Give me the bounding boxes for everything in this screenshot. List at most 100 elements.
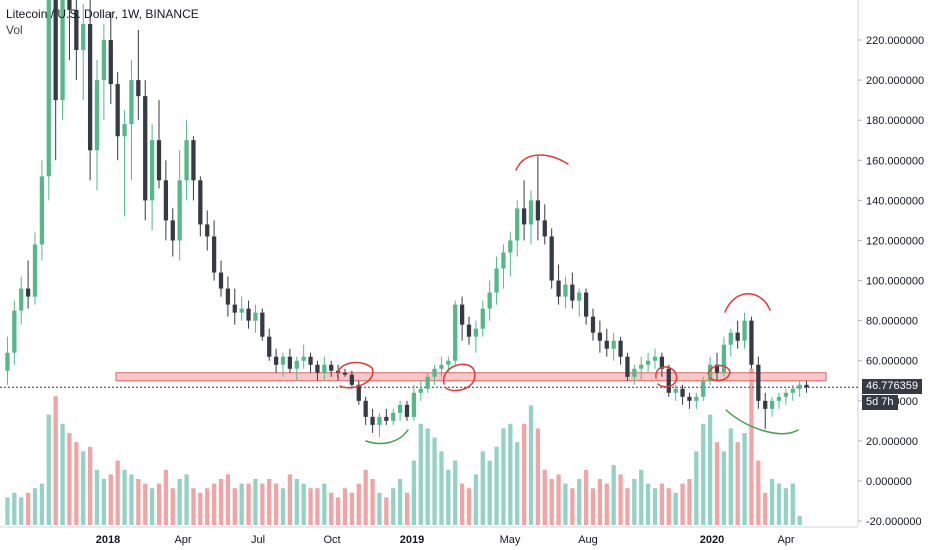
candle-body bbox=[32, 244, 38, 297]
candle-body bbox=[577, 292, 582, 301]
candle-body bbox=[205, 224, 210, 237]
volume-bar bbox=[5, 497, 10, 525]
candle-body bbox=[315, 364, 320, 373]
candle-body bbox=[101, 40, 107, 81]
x-tick-label: Aug bbox=[578, 534, 598, 546]
volume-bar bbox=[487, 460, 492, 525]
chart-header: Litecoin / U.S. Dollar, 1W, BINANCE Vol bbox=[6, 6, 199, 38]
candle-body bbox=[556, 280, 561, 297]
volume-bar bbox=[425, 428, 430, 525]
candle-body bbox=[143, 96, 148, 201]
volume-bar bbox=[446, 469, 451, 525]
candle-body bbox=[508, 240, 513, 253]
y-tick-label: 140.000000 bbox=[866, 195, 924, 207]
volume-bar bbox=[74, 442, 79, 525]
volume-bar bbox=[618, 474, 623, 525]
candle-body bbox=[225, 288, 231, 305]
volume-bar bbox=[25, 492, 31, 525]
x-tick-label: Jul bbox=[251, 534, 265, 546]
candle-body bbox=[60, 0, 65, 101]
candle-body bbox=[391, 412, 396, 421]
volume-bar bbox=[707, 414, 713, 525]
x-tick-label: 2020 bbox=[700, 534, 724, 546]
candle-body bbox=[404, 404, 410, 417]
volume-bar bbox=[335, 497, 341, 525]
candle-body bbox=[783, 392, 789, 397]
x-tick-label: Oct bbox=[323, 534, 340, 546]
candle-body bbox=[163, 180, 169, 221]
volume-bar bbox=[604, 483, 609, 525]
volume-bar bbox=[191, 488, 196, 525]
candle-body bbox=[87, 23, 93, 151]
candle-body bbox=[329, 364, 334, 371]
volume-bar bbox=[156, 483, 162, 525]
candle-body bbox=[687, 396, 692, 401]
candle-body bbox=[632, 368, 637, 377]
y-tick-label: 200.000000 bbox=[866, 75, 924, 87]
volume-bar bbox=[211, 483, 217, 525]
volume-bar bbox=[735, 442, 740, 525]
volume-bar bbox=[143, 483, 148, 525]
candle-body bbox=[12, 310, 17, 353]
candle-body bbox=[673, 388, 678, 393]
volume-bar bbox=[53, 396, 58, 525]
red-circle-annotation bbox=[707, 364, 731, 382]
volume-bar bbox=[329, 492, 334, 525]
candle-body bbox=[342, 372, 348, 375]
volume-bar bbox=[687, 479, 692, 525]
candle-body bbox=[115, 84, 120, 137]
volume-bar bbox=[315, 488, 320, 525]
candle-body bbox=[384, 416, 389, 421]
volume-bar bbox=[177, 479, 182, 525]
candle-body bbox=[425, 376, 430, 389]
candle-body bbox=[149, 140, 155, 201]
volume-bar bbox=[632, 479, 637, 525]
volume-bar bbox=[205, 488, 210, 525]
red-top-arc-annotation bbox=[724, 293, 771, 313]
volume-bar bbox=[81, 451, 86, 525]
green-bottom-arc-annotation bbox=[365, 429, 409, 445]
candle-body bbox=[652, 356, 658, 361]
volume-bar bbox=[673, 492, 678, 525]
candle-body bbox=[701, 380, 706, 397]
candle-body bbox=[211, 236, 217, 273]
volume-bar bbox=[377, 492, 382, 525]
candle-body bbox=[521, 208, 527, 225]
candle-body bbox=[625, 356, 630, 377]
candle-body bbox=[308, 356, 313, 365]
volume-bar bbox=[404, 492, 410, 525]
volume-bar bbox=[728, 428, 733, 525]
volume-bar bbox=[432, 437, 437, 525]
volume-bar bbox=[666, 488, 671, 525]
candle-body bbox=[370, 416, 375, 425]
volume-bar bbox=[659, 483, 665, 525]
x-tick-label: May bbox=[500, 534, 521, 546]
volume-bar bbox=[342, 488, 348, 525]
volume-bar bbox=[521, 423, 527, 525]
volume-bar bbox=[239, 483, 244, 525]
volume-bar bbox=[308, 488, 313, 525]
candle-body bbox=[232, 304, 237, 313]
candle-body bbox=[25, 288, 31, 297]
candle-body bbox=[459, 304, 465, 325]
countdown-label: 5d 7h bbox=[862, 395, 898, 411]
candle-body bbox=[198, 180, 203, 225]
candle-body bbox=[618, 340, 623, 357]
candle-body bbox=[239, 308, 244, 313]
candle-body bbox=[191, 140, 196, 181]
candle-body bbox=[280, 356, 286, 365]
candle-body bbox=[542, 220, 547, 237]
candle-body bbox=[246, 308, 251, 321]
volume-label: Vol bbox=[6, 23, 23, 37]
candle-body bbox=[322, 364, 327, 373]
volume-bar bbox=[701, 423, 706, 525]
candle-body bbox=[590, 316, 596, 333]
volume-bar bbox=[466, 488, 472, 525]
candle-body bbox=[418, 388, 423, 393]
volume-bar bbox=[384, 497, 389, 525]
volume-bar bbox=[101, 479, 107, 525]
volume-bar bbox=[170, 488, 175, 525]
red-top-arc-annotation bbox=[515, 154, 569, 171]
last-price-label: 46.776359 bbox=[862, 379, 922, 395]
